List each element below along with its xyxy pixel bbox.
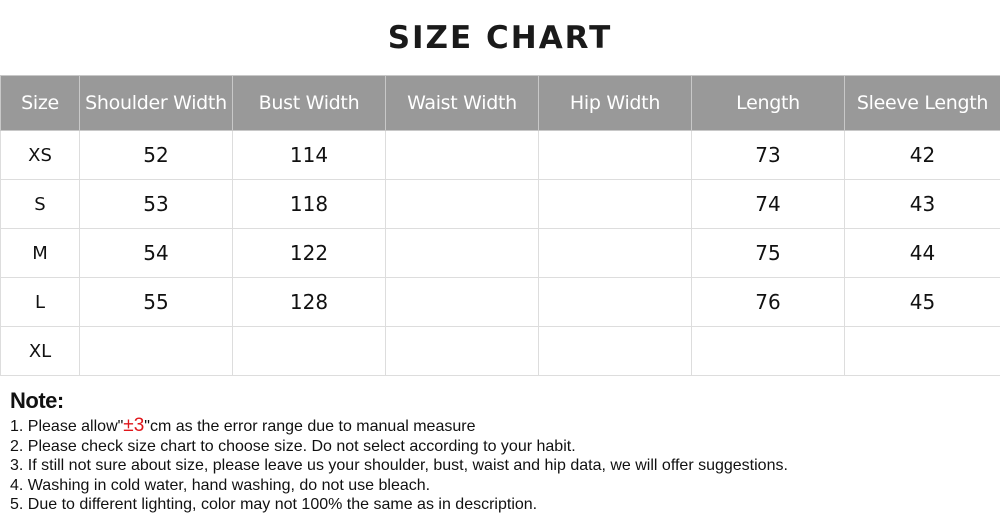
table-cell: 45 xyxy=(844,277,1000,327)
table-cell: 73 xyxy=(691,130,845,180)
table-cell: 54 xyxy=(79,228,233,278)
table-cell: 75 xyxy=(691,228,845,278)
column-header: Size xyxy=(0,75,80,131)
note-line: 3. If still not sure about size, please … xyxy=(10,457,788,474)
size-cell: S xyxy=(0,179,80,229)
table-cell: 43 xyxy=(844,179,1000,229)
table-row: XL xyxy=(0,326,1000,376)
note-text: "cm as the error range due to manual mea… xyxy=(144,418,476,435)
table-row: XS 52 114 73 42 xyxy=(0,130,1000,180)
table-cell xyxy=(232,326,386,376)
column-header: Length xyxy=(691,75,845,131)
size-chart-table: Size Shoulder Width Bust Width Waist Width H… xyxy=(0,75,1000,376)
table-cell: 42 xyxy=(844,130,1000,180)
column-header: Waist Width xyxy=(385,75,539,131)
page-title: SIZE CHART xyxy=(387,20,613,56)
note-line: 4. Washing in cold water, hand washing, … xyxy=(10,476,431,494)
column-header: Sleeve Length xyxy=(844,75,1000,131)
table-cell: 74 xyxy=(691,179,845,229)
header-row: Size Shoulder Width Bust Width Waist Width H… xyxy=(0,75,1000,131)
notes-section: Note: 1. Please allow"±3"cm as the error… xyxy=(10,388,788,515)
table-cell: 53 xyxy=(79,179,233,229)
table-cell xyxy=(538,228,692,278)
table-cell xyxy=(538,179,692,229)
table-cell xyxy=(538,326,692,376)
column-header: Hip Width xyxy=(538,75,692,131)
table-cell xyxy=(385,277,539,327)
size-cell: L xyxy=(0,277,80,327)
note-line: 2. Please check size chart to choose siz… xyxy=(10,437,576,455)
table-cell xyxy=(79,326,233,376)
table-cell xyxy=(844,326,1000,376)
note-line: 5. Due to different lighting, color may … xyxy=(10,496,538,513)
table-cell xyxy=(385,228,539,278)
table-cell: 55 xyxy=(79,277,233,327)
table-cell xyxy=(385,326,539,376)
table-cell xyxy=(385,130,539,180)
notes-heading: Note: xyxy=(10,388,64,413)
table-cell xyxy=(538,130,692,180)
table-cell: 122 xyxy=(232,228,386,278)
table-cell: 114 xyxy=(232,130,386,180)
note-line: 1. Please allow"±3"cm as the error range… xyxy=(10,416,788,437)
table-cell xyxy=(538,277,692,327)
tolerance-highlight: ±3 xyxy=(123,415,145,436)
table-cell: 128 xyxy=(232,277,386,327)
table-row: S 53 118 74 43 xyxy=(0,179,1000,229)
note-text: 1. Please allow" xyxy=(10,418,124,435)
table-cell xyxy=(385,179,539,229)
table-cell: 76 xyxy=(691,277,845,327)
column-header: Bust Width xyxy=(232,75,386,131)
table-row: M 54 122 75 44 xyxy=(0,228,1000,278)
column-header: Shoulder Width xyxy=(79,75,233,131)
size-cell: M xyxy=(0,228,80,278)
size-cell: XL xyxy=(0,326,80,376)
table-cell xyxy=(691,326,845,376)
table-cell: 52 xyxy=(79,130,233,180)
size-cell: XS xyxy=(0,130,80,180)
table-cell: 44 xyxy=(844,228,1000,278)
table-row: L 55 128 76 45 xyxy=(0,277,1000,327)
table-cell: 118 xyxy=(232,179,386,229)
